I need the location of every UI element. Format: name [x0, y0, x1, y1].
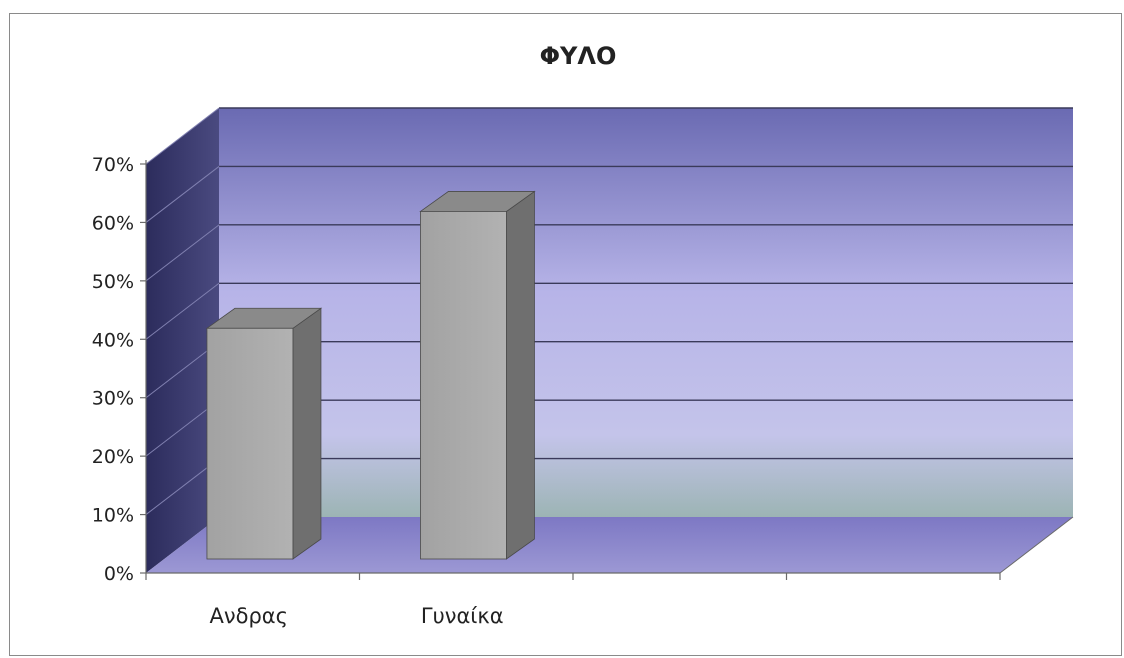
y-tick-label: 10% [92, 505, 134, 527]
y-tick-label: 70% [92, 154, 134, 176]
x-tick-labels: Ανδρας Γυναίκα [210, 604, 504, 628]
y-tick-label: 30% [92, 388, 134, 410]
bar-front [206, 327, 294, 560]
bar-front [420, 211, 507, 560]
floor [146, 517, 1073, 573]
chart-frame: ΦΥΛΟ 0% 10% 20% 30% 40% 50% 60% 70% Ανδρας Γυναί… [9, 13, 1122, 656]
gridlines [145, 107, 1073, 515]
side-wall [146, 108, 219, 573]
gridline-side [145, 107, 220, 165]
gridline-side [145, 224, 220, 282]
chart-title: ΦΥΛΟ [540, 42, 617, 70]
x-tick-label: Ανδρας [210, 604, 288, 628]
back-wall [219, 108, 1073, 517]
y-tick-label: 40% [92, 329, 134, 351]
gridline-side [145, 166, 220, 223]
bar-side [506, 190, 535, 560]
y-tick-label: 0% [104, 563, 134, 585]
bar [205, 307, 323, 560]
y-tick-label: 60% [92, 212, 134, 234]
floor-edge [999, 516, 1074, 574]
axes [140, 160, 1074, 580]
bar [419, 190, 536, 560]
x-tick-label: Γυναίκα [421, 604, 504, 628]
y-tick-labels: 0% 10% 20% 30% 40% 50% 60% 70% [92, 154, 134, 585]
bars [205, 190, 536, 560]
gridline-side [145, 282, 220, 340]
chart-svg: ΦΥΛΟ 0% 10% 20% 30% 40% 50% 60% 70% Ανδρας Γυναί… [92, 42, 1074, 628]
y-tick-label: 20% [92, 446, 134, 468]
bar-side [292, 307, 322, 560]
y-tick-label: 50% [92, 271, 134, 293]
